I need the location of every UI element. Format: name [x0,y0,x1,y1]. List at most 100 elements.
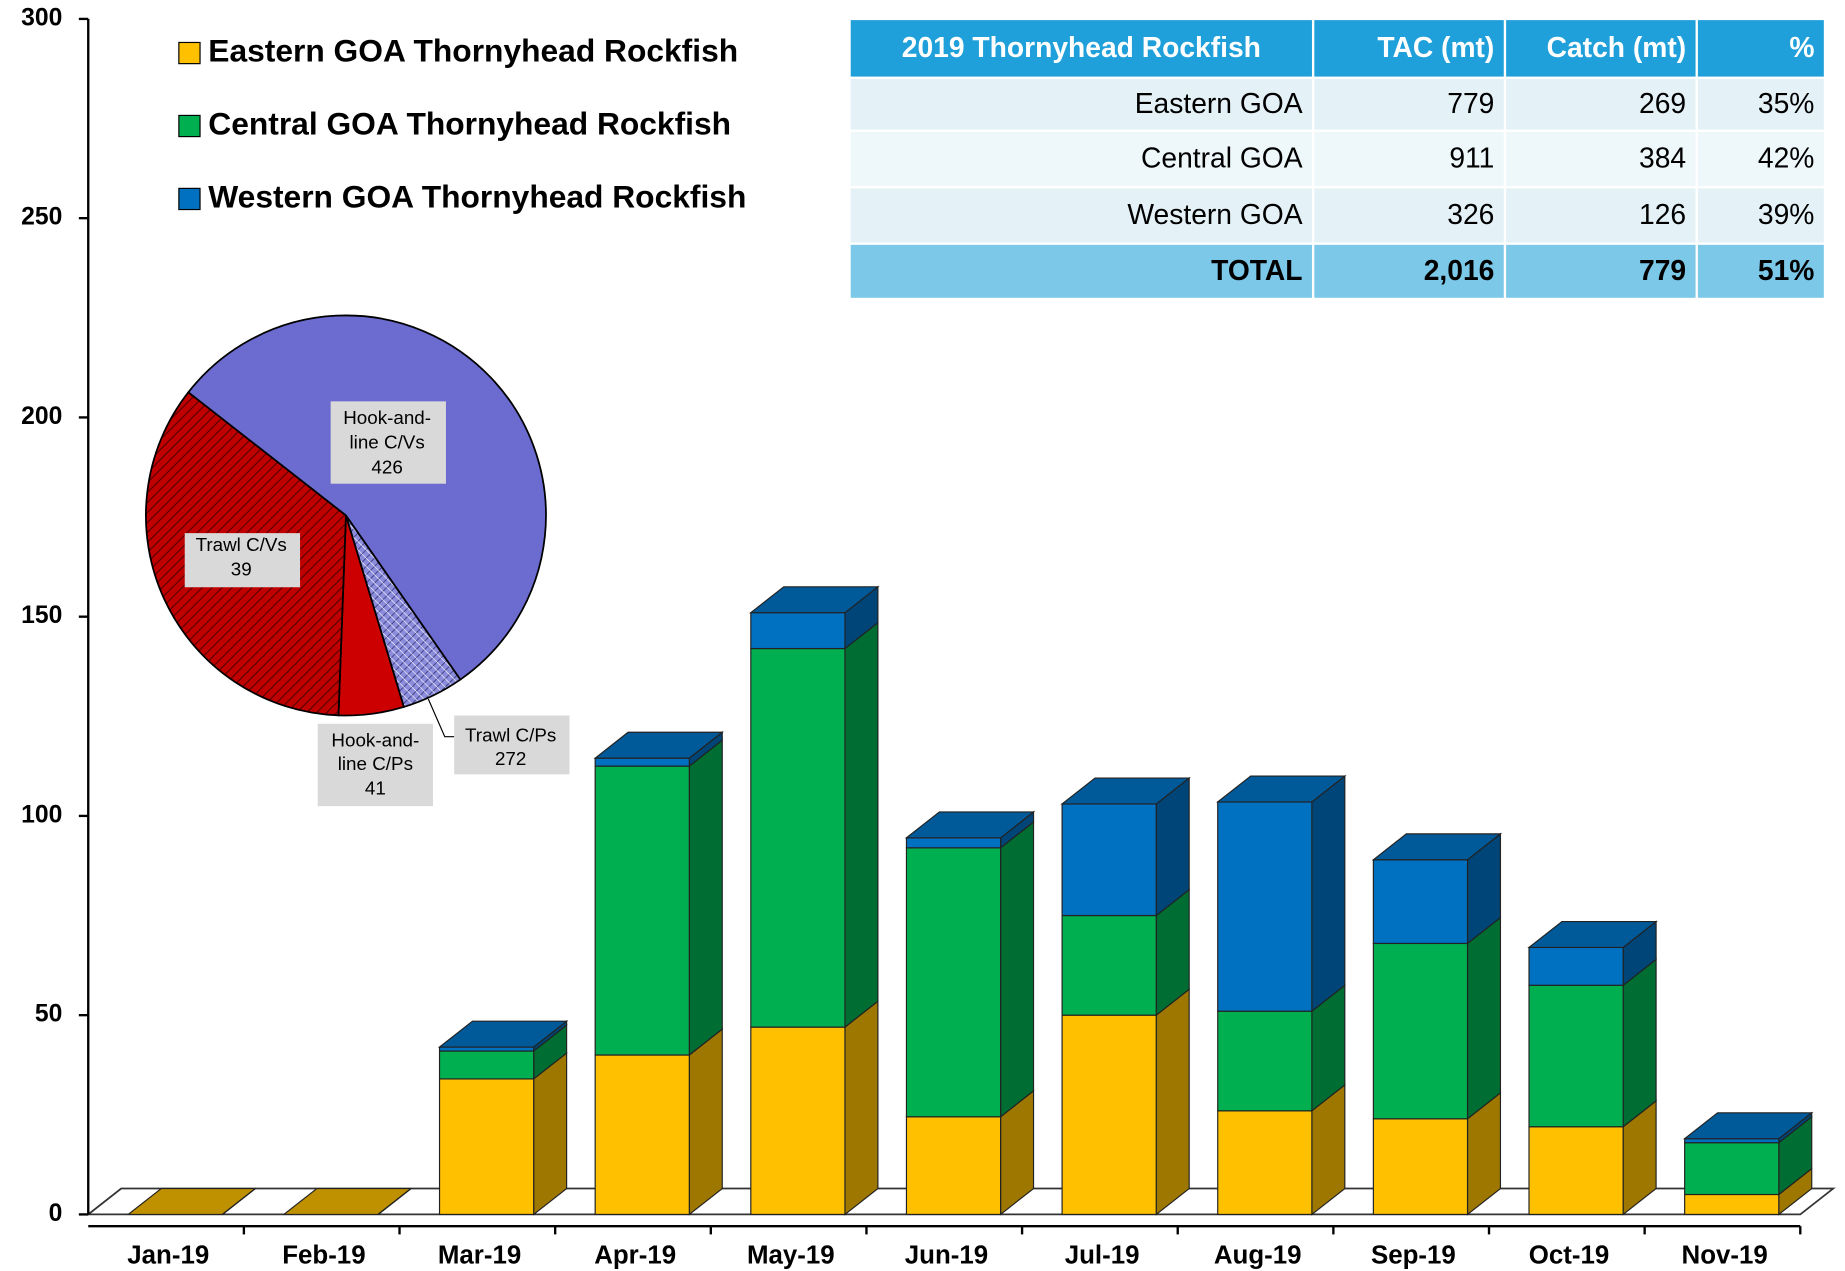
bar [594,1027,723,1216]
bar-front [1528,1126,1624,1216]
table-cell [850,244,1312,298]
bar-front [1061,1014,1157,1216]
bar-top [1527,920,1658,949]
bar-side [1622,958,1657,1128]
x-tick-label: Nov-19 [1682,1242,1768,1270]
bar [1060,776,1191,917]
bar-top [282,1187,413,1216]
bar-front [1217,1010,1313,1112]
bar [1061,988,1190,1216]
table-header: % [1789,31,1814,63]
table-cell-text: 779 [1447,87,1494,119]
y-tick-label: 200 [21,403,62,430]
legend-swatch [178,114,201,138]
bar-side [844,621,879,1029]
table-cell-text: 326 [1447,198,1494,230]
bar-front [1528,946,1624,986]
bar [438,1051,568,1216]
table-cell-text: 35% [1758,87,1814,119]
bar-side [533,1051,568,1216]
pie-value: 272 [495,748,526,769]
table-cell [1506,244,1696,298]
bar-top [749,586,880,614]
bar-side [1466,916,1502,1120]
bar [1528,1099,1657,1216]
bar [1372,1091,1502,1216]
bar [1372,916,1502,1120]
table-header: Catch (mt) [1547,31,1687,63]
legend-swatch [178,41,201,65]
bar-top [593,731,724,759]
bar [1217,984,1346,1113]
table-cell [1506,188,1696,243]
table-cell-text: 42% [1758,142,1814,174]
y-tick-label: 0 [49,1200,63,1227]
bar-front [594,757,690,767]
bar-front [594,1054,690,1216]
bar-top [1060,777,1191,805]
bar [1527,920,1658,987]
bar-front [1217,1110,1313,1216]
pie-label-line: Hook-and- [343,407,431,428]
bar-side [688,1027,723,1216]
bar [750,1000,879,1216]
pie-label-box [454,715,570,775]
pie-label-line: Trawl C/Ps [465,725,556,746]
bar [1216,774,1347,1013]
table-cell-text: TOTAL [1211,254,1302,286]
table-cell-text: 911 [1449,142,1494,174]
bar-front [438,1046,535,1052]
y-tick-label: 100 [21,801,62,828]
legend-label: Eastern GOA Thornyhead Rockfish [208,32,738,68]
table-cell-text: 269 [1639,87,1686,119]
table-cell [1314,188,1504,243]
pie-label-line: line C/Vs [349,432,424,453]
bar-front [1217,801,1313,1012]
table-cell [1697,78,1824,130]
x-tick-label: Mar-19 [438,1242,521,1270]
table-cell-text: Central GOA [1141,142,1303,174]
bar [749,585,880,650]
table-cell [1506,78,1696,130]
pie-label: Trawl C/Ps [465,725,556,746]
table-cell [850,20,1312,77]
y-tick-label: 150 [21,602,62,629]
x-tick-label: Aug-19 [1214,1242,1302,1270]
pie-label-line: Hook-and- [331,729,419,750]
table-cell [1697,188,1824,243]
bar-front [1061,914,1157,1016]
x-tick-label: Feb-19 [282,1242,365,1270]
pie-label: Trawl C/Vs [196,534,287,555]
pie-label: Hook-and-line C/Ps [331,729,419,774]
bar-top [437,1020,569,1048]
table-cell [850,188,1312,243]
table-cell [1506,131,1696,187]
bar-front [594,765,690,1056]
bar-side [1155,988,1190,1216]
bar-front [438,1050,535,1080]
bar-front [1372,942,1469,1120]
bar-front [1372,859,1469,945]
table-cell [1697,20,1824,77]
bar-front [905,1116,1002,1216]
x-tick-label: Jan-19 [127,1242,209,1270]
table-cell [1314,20,1504,77]
table-header: 2019 Thornyhead Rockfish [902,31,1261,63]
x-tick-label: Oct-19 [1529,1242,1610,1270]
table-cell-text: 51% [1758,254,1814,286]
bar-side [1311,774,1346,1013]
table-cell [1314,131,1504,187]
bar [750,621,879,1029]
bar [1528,958,1657,1128]
bar-side [999,820,1035,1118]
pie-label-line: Trawl C/Vs [196,534,287,555]
pie-slice [187,314,547,681]
bar-side [688,739,723,1057]
bar-front [905,847,1002,1118]
table-cell-text: 39% [1758,198,1814,230]
legend-label: Western GOA Thornyhead Rockfish [208,178,746,214]
leader-line [427,698,455,738]
bar-front [1684,1193,1780,1216]
x-tick-label: Apr-19 [594,1242,676,1270]
bar-front [1684,1138,1780,1144]
